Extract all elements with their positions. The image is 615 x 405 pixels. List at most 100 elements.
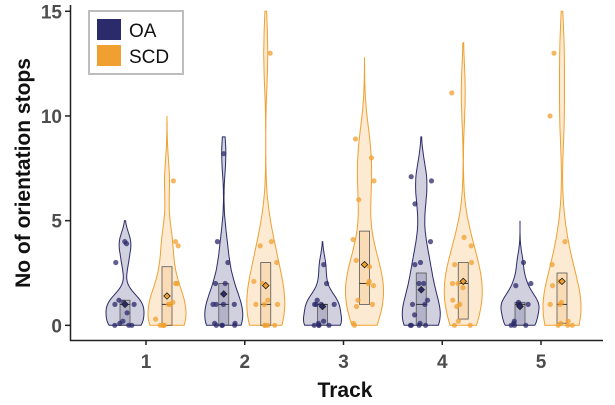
point-oa — [513, 283, 519, 289]
point-scd — [467, 322, 473, 328]
point-scd — [550, 283, 556, 289]
point-scd — [449, 90, 455, 96]
point-oa — [117, 320, 123, 326]
point-scd — [268, 239, 274, 245]
point-oa — [428, 178, 435, 184]
point-scd — [161, 322, 167, 328]
point-scd — [450, 297, 456, 303]
point-scd — [455, 280, 461, 287]
point-oa — [112, 322, 118, 328]
point-oa — [113, 259, 119, 266]
violin-oa-track-5 — [500, 220, 540, 326]
point-scd — [173, 239, 179, 245]
point-scd — [355, 297, 361, 303]
x-tick-label: 1 — [141, 352, 152, 373]
point-oa — [423, 322, 429, 328]
point-oa — [314, 297, 320, 303]
point-scd — [353, 303, 360, 310]
point-oa — [126, 322, 132, 328]
point-scd — [460, 285, 466, 291]
violin-scd-track-5 — [542, 10, 582, 326]
point-scd — [274, 259, 280, 266]
point-scd — [461, 234, 467, 240]
point-scd — [351, 322, 358, 328]
point-oa — [416, 280, 422, 287]
point-scd — [153, 316, 159, 322]
point-oa — [422, 301, 428, 307]
point-oa — [124, 310, 130, 316]
point-scd — [565, 318, 571, 324]
point-scd — [352, 136, 359, 142]
point-oa — [311, 322, 317, 328]
plot-area — [105, 10, 582, 328]
mean-oa-track-1 — [121, 300, 129, 309]
point-oa — [316, 322, 322, 328]
mean-scd-track-2 — [261, 281, 270, 290]
point-scd — [253, 301, 259, 307]
point-oa — [321, 318, 327, 324]
mean-scd-track-1 — [163, 292, 171, 300]
point-oa — [520, 259, 527, 266]
point-scd — [371, 178, 377, 184]
point-scd — [368, 155, 375, 161]
point-scd — [265, 297, 271, 303]
point-oa — [210, 301, 216, 307]
violin-scd-track-2 — [246, 10, 286, 326]
point-oa — [231, 301, 237, 307]
point-oa — [213, 322, 219, 328]
point-scd — [551, 50, 557, 56]
point-oa — [427, 239, 434, 245]
point-oa — [225, 259, 231, 266]
point-oa — [214, 239, 220, 245]
x-tick-label: 4 — [437, 352, 448, 373]
point-scd — [267, 50, 273, 56]
point-oa — [416, 322, 422, 328]
point-scd — [353, 257, 359, 263]
point-oa — [232, 322, 238, 328]
point-scd — [452, 262, 458, 268]
legend: OA SCD — [88, 10, 184, 75]
point-oa — [409, 301, 416, 307]
point-scd — [449, 280, 456, 287]
violin-scd-track-4 — [443, 42, 483, 326]
point-oa — [222, 280, 228, 287]
point-scd — [370, 283, 376, 289]
point-scd — [547, 301, 553, 307]
violin-oa-track-4 — [401, 136, 441, 326]
y-tick-label: 5 — [51, 212, 62, 233]
mean-oa-track-5 — [516, 302, 524, 311]
point-scd — [451, 322, 458, 328]
box-scd-track-2 — [260, 262, 272, 326]
point-scd — [562, 239, 568, 245]
point-oa — [219, 322, 225, 328]
mean-oa-track-2 — [219, 290, 228, 298]
point-oa — [324, 280, 330, 287]
point-scd — [455, 318, 461, 324]
point-oa — [131, 301, 137, 307]
point-oa — [321, 262, 327, 268]
point-oa — [116, 297, 122, 303]
point-oa — [123, 241, 130, 247]
point-oa — [220, 301, 226, 307]
mean-oa-track-4 — [417, 285, 426, 294]
point-scd — [257, 243, 263, 249]
legend-label-scd: SCD — [129, 47, 169, 68]
point-oa — [412, 262, 418, 268]
mean-oa-track-3 — [318, 302, 327, 311]
point-oa — [331, 301, 337, 307]
point-scd — [549, 262, 555, 268]
point-scd — [565, 322, 571, 328]
x-tick-label: 3 — [338, 352, 349, 373]
point-scd — [569, 322, 575, 328]
point-oa — [221, 151, 227, 157]
mean-scd-track-4 — [459, 277, 468, 286]
x-axis-title: Track — [318, 379, 373, 402]
point-oa — [326, 322, 332, 328]
mean-scd-track-3 — [360, 260, 369, 269]
point-scd — [468, 243, 474, 249]
point-scd — [350, 236, 356, 243]
point-scd — [365, 280, 371, 287]
point-scd — [261, 301, 267, 307]
point-scd — [274, 301, 281, 307]
